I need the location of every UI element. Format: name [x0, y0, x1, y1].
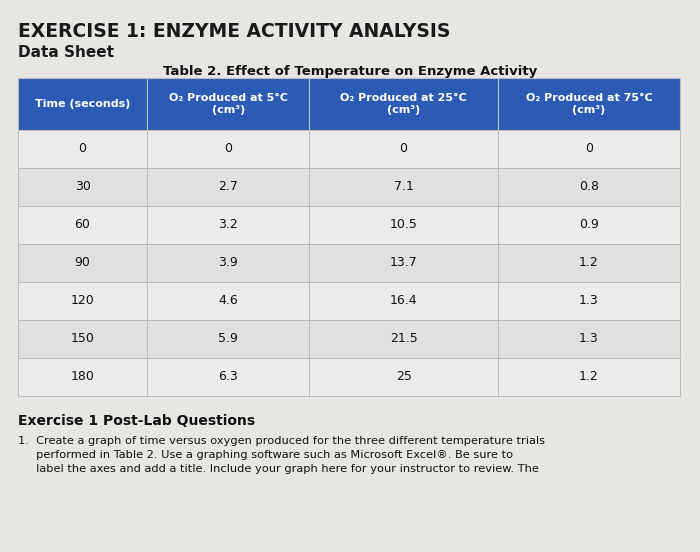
Text: 90: 90 [75, 257, 90, 269]
Bar [18, 358, 147, 396]
Text: 30: 30 [75, 181, 90, 194]
Text: 21.5: 21.5 [390, 332, 417, 346]
Bar [147, 130, 309, 168]
Text: performed in Table 2. Use a graphing software such as Microsoft Excel®. Be sure : performed in Table 2. Use a graphing sof… [18, 450, 513, 460]
Bar [498, 206, 680, 244]
Bar [498, 130, 680, 168]
Bar [147, 78, 309, 130]
Bar [147, 206, 309, 244]
Text: 6.3: 6.3 [218, 370, 238, 384]
Text: 5.9: 5.9 [218, 332, 238, 346]
Bar [498, 358, 680, 396]
Text: 0.8: 0.8 [579, 181, 599, 194]
Text: 1.2: 1.2 [579, 257, 598, 269]
Text: O₂ Produced at 25°C
(cm³): O₂ Produced at 25°C (cm³) [340, 93, 467, 115]
Text: 16.4: 16.4 [390, 295, 417, 307]
Text: 0: 0 [585, 142, 593, 156]
Bar [309, 168, 498, 206]
Bar [18, 168, 147, 206]
Text: 7.1: 7.1 [393, 181, 414, 194]
Text: 25: 25 [395, 370, 412, 384]
Text: 60: 60 [75, 219, 90, 231]
Text: EXERCISE 1: ENZYME ACTIVITY ANALYSIS: EXERCISE 1: ENZYME ACTIVITY ANALYSIS [18, 22, 450, 41]
Bar [147, 168, 309, 206]
Text: 10.5: 10.5 [390, 219, 418, 231]
Bar [498, 282, 680, 320]
Bar [18, 282, 147, 320]
Text: 0: 0 [78, 142, 87, 156]
Text: Time (seconds): Time (seconds) [35, 99, 130, 109]
Bar [18, 130, 147, 168]
Bar [309, 244, 498, 282]
Text: 0: 0 [400, 142, 407, 156]
Text: Exercise 1 Post-Lab Questions: Exercise 1 Post-Lab Questions [18, 414, 255, 428]
Text: 13.7: 13.7 [390, 257, 417, 269]
Bar [498, 320, 680, 358]
Text: O₂ Produced at 75°C
(cm³): O₂ Produced at 75°C (cm³) [526, 93, 652, 115]
Text: Table 2. Effect of Temperature on Enzyme Activity: Table 2. Effect of Temperature on Enzyme… [163, 65, 537, 78]
Text: 1.2: 1.2 [579, 370, 598, 384]
Bar [147, 320, 309, 358]
Text: 4.6: 4.6 [218, 295, 238, 307]
Bar [147, 358, 309, 396]
Text: 1.3: 1.3 [579, 332, 598, 346]
Bar [498, 244, 680, 282]
Text: 3.2: 3.2 [218, 219, 238, 231]
Bar [498, 168, 680, 206]
Text: 180: 180 [71, 370, 94, 384]
Bar [309, 206, 498, 244]
Bar [309, 320, 498, 358]
Text: 0: 0 [224, 142, 232, 156]
Text: 120: 120 [71, 295, 94, 307]
Bar [18, 206, 147, 244]
Bar [309, 282, 498, 320]
Text: 2.7: 2.7 [218, 181, 238, 194]
Text: 150: 150 [71, 332, 94, 346]
Text: O₂ Produced at 5°C
(cm³): O₂ Produced at 5°C (cm³) [169, 93, 288, 115]
Text: Data Sheet: Data Sheet [18, 45, 114, 60]
Bar [309, 78, 498, 130]
Text: 3.9: 3.9 [218, 257, 238, 269]
Text: 0.9: 0.9 [579, 219, 599, 231]
Text: 1.3: 1.3 [579, 295, 598, 307]
Bar [18, 320, 147, 358]
Text: label the axes and add a title. Include your graph here for your instructor to r: label the axes and add a title. Include … [18, 464, 539, 474]
Bar [309, 130, 498, 168]
Bar [18, 78, 147, 130]
Bar [309, 358, 498, 396]
Text: 1.  Create a graph of time versus oxygen produced for the three different temper: 1. Create a graph of time versus oxygen … [18, 436, 545, 446]
Bar [147, 244, 309, 282]
Bar [147, 282, 309, 320]
Bar [498, 78, 680, 130]
Bar [18, 244, 147, 282]
